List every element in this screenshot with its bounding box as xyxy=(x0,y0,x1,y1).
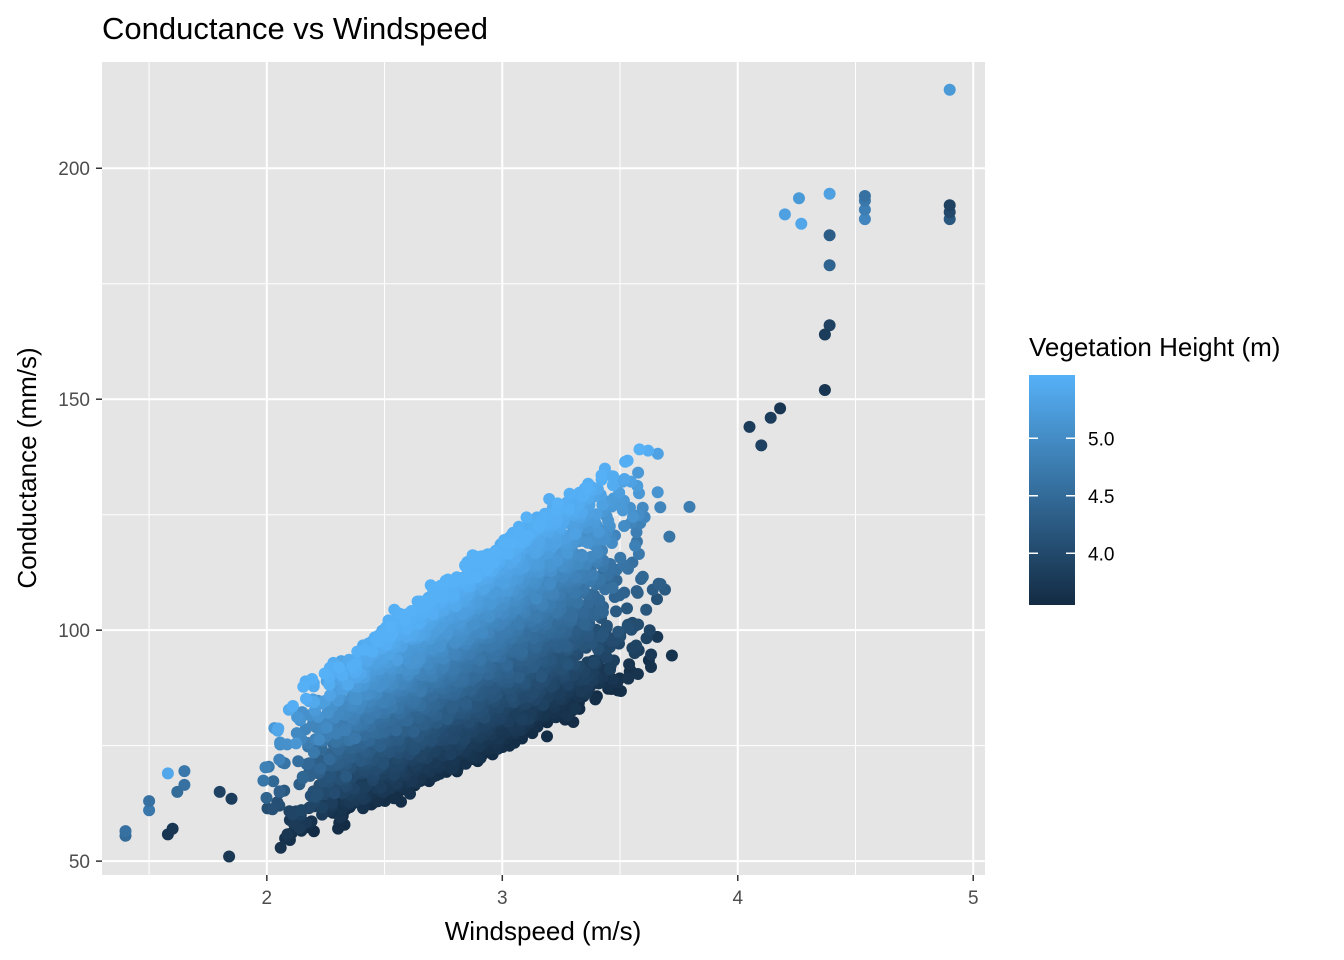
data-point xyxy=(541,730,553,743)
data-point xyxy=(446,700,459,713)
data-point xyxy=(526,687,539,700)
data-point xyxy=(606,673,619,686)
data-point xyxy=(603,663,616,675)
data-point xyxy=(340,770,353,783)
chart-title: Conductance vs Windspeed xyxy=(102,11,488,46)
data-point xyxy=(325,796,338,809)
data-point xyxy=(622,672,635,685)
data-point xyxy=(513,671,526,684)
data-point xyxy=(267,775,280,788)
data-point xyxy=(531,611,543,624)
plot-panel xyxy=(102,62,985,875)
data-point xyxy=(618,520,631,532)
data-point xyxy=(594,604,607,617)
data-point xyxy=(651,593,663,606)
data-point xyxy=(597,627,610,640)
data-point xyxy=(561,709,574,722)
data-point xyxy=(223,850,236,863)
data-point xyxy=(303,757,316,770)
data-point xyxy=(631,586,644,599)
data-point xyxy=(631,668,644,680)
data-point xyxy=(313,733,326,746)
data-point xyxy=(600,651,613,664)
data-point xyxy=(407,725,420,738)
data-point xyxy=(588,656,600,669)
data-point xyxy=(622,621,635,634)
data-point xyxy=(295,804,308,817)
data-point xyxy=(578,618,591,631)
data-point xyxy=(610,605,622,618)
data-point xyxy=(349,732,362,745)
data-point xyxy=(444,748,457,761)
data-point xyxy=(544,578,557,590)
data-point xyxy=(621,602,633,615)
data-points xyxy=(119,83,956,863)
data-point xyxy=(273,785,286,798)
data-point xyxy=(645,661,657,673)
data-point xyxy=(640,603,653,616)
data-point xyxy=(428,699,441,712)
data-point xyxy=(516,713,528,726)
data-point xyxy=(654,501,667,514)
data-point xyxy=(460,697,473,710)
data-point xyxy=(612,625,625,638)
data-point xyxy=(320,721,333,734)
data-point xyxy=(589,693,602,706)
data-point xyxy=(629,539,642,552)
data-point xyxy=(501,659,514,672)
data-point xyxy=(663,530,676,543)
data-point xyxy=(266,803,279,816)
data-point xyxy=(535,670,548,683)
data-point xyxy=(645,648,658,661)
data-point xyxy=(377,757,390,770)
data-point xyxy=(273,753,286,766)
data-point xyxy=(390,724,402,737)
data-point xyxy=(566,609,579,622)
data-point xyxy=(614,551,627,564)
data-point xyxy=(652,577,665,590)
data-point xyxy=(441,713,454,726)
data-point xyxy=(630,639,643,652)
data-point xyxy=(314,762,327,775)
data-point xyxy=(339,724,352,737)
data-point xyxy=(375,781,387,794)
data-point xyxy=(576,550,589,563)
data-point xyxy=(296,770,309,783)
data-point xyxy=(587,569,599,581)
data-point xyxy=(257,774,270,787)
data-point xyxy=(613,589,626,602)
data-point xyxy=(328,787,341,800)
data-point xyxy=(311,788,324,801)
data-point xyxy=(323,753,336,766)
data-point xyxy=(404,787,416,800)
data-point xyxy=(358,781,371,794)
data-point xyxy=(292,755,305,768)
data-point xyxy=(643,624,656,637)
data-point xyxy=(606,581,619,594)
data-point xyxy=(623,658,636,671)
data-point xyxy=(290,727,303,740)
data-point xyxy=(561,658,574,671)
data-point xyxy=(474,654,487,667)
data-point xyxy=(259,761,272,774)
data-point xyxy=(288,817,301,830)
data-point xyxy=(274,841,287,854)
data-point xyxy=(354,754,367,767)
data-point xyxy=(683,500,696,513)
data-point xyxy=(636,570,649,583)
data-point xyxy=(281,828,294,841)
data-point xyxy=(323,770,336,783)
data-point xyxy=(374,740,387,752)
data-point xyxy=(260,791,273,804)
data-point xyxy=(665,649,678,662)
data-point xyxy=(569,702,582,715)
